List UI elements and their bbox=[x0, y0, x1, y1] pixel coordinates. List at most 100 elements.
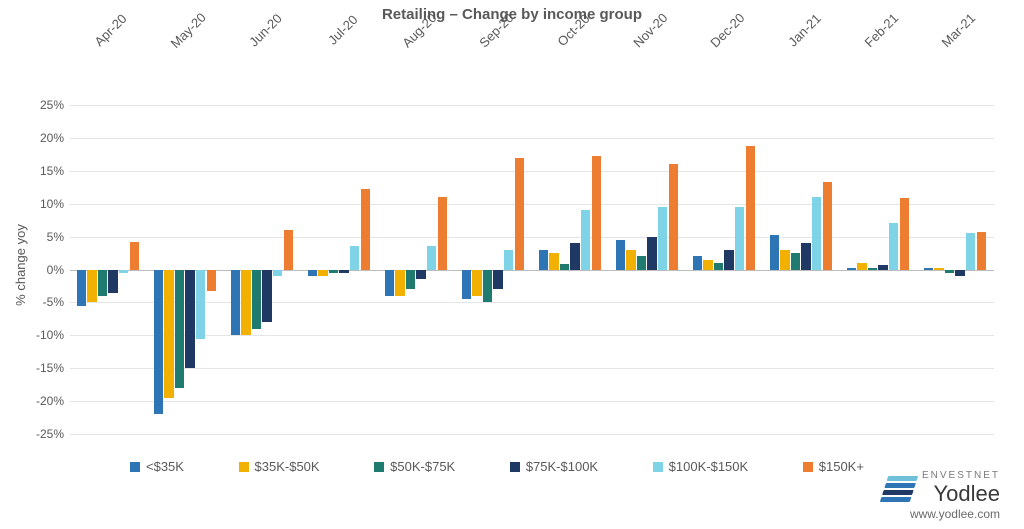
legend-swatch-icon bbox=[653, 462, 663, 472]
bar bbox=[406, 270, 415, 290]
legend-swatch-icon bbox=[239, 462, 249, 472]
logo-bar bbox=[882, 490, 914, 495]
bar bbox=[780, 250, 789, 270]
bar-group bbox=[539, 105, 602, 434]
bar bbox=[130, 242, 139, 270]
legend-label: $150K+ bbox=[819, 459, 864, 474]
bar bbox=[658, 207, 667, 270]
bar bbox=[626, 250, 635, 270]
y-tick-label: -25% bbox=[36, 427, 70, 441]
bar bbox=[592, 156, 601, 270]
bar bbox=[231, 270, 240, 336]
bar bbox=[329, 270, 338, 273]
bar bbox=[770, 235, 779, 269]
bar bbox=[98, 270, 107, 296]
bar bbox=[515, 158, 524, 270]
bar bbox=[746, 146, 755, 270]
bar bbox=[504, 250, 513, 270]
bar bbox=[857, 263, 866, 270]
bar bbox=[395, 270, 404, 296]
bar-group bbox=[231, 105, 294, 434]
plot-area: -25%-20%-15%-10%-5%0%5%10%15%20%25% bbox=[70, 105, 994, 434]
y-tick-label: 10% bbox=[40, 197, 70, 211]
bar bbox=[955, 270, 964, 277]
y-tick-label: 15% bbox=[40, 164, 70, 178]
bar bbox=[647, 237, 656, 270]
legend-item: $100K-$150K bbox=[653, 459, 749, 474]
bar-group bbox=[616, 105, 679, 434]
bar bbox=[185, 270, 194, 369]
bar bbox=[966, 233, 975, 269]
y-tick-label: 0% bbox=[47, 263, 70, 277]
logo-bar bbox=[880, 497, 912, 502]
bar bbox=[847, 268, 856, 270]
y-tick-label: 25% bbox=[40, 98, 70, 112]
bar bbox=[350, 246, 359, 269]
bar-group bbox=[308, 105, 371, 434]
chart-container: { "chart": { "type": "bar", "title": "Re… bbox=[0, 0, 1024, 529]
bar bbox=[714, 263, 723, 270]
bar bbox=[241, 270, 250, 336]
bar-group bbox=[77, 105, 140, 434]
bar bbox=[318, 270, 327, 277]
bar bbox=[549, 253, 558, 269]
bar bbox=[693, 256, 702, 269]
bar bbox=[472, 270, 481, 296]
bar bbox=[108, 270, 117, 293]
legend-item: $50K-$75K bbox=[374, 459, 455, 474]
bar bbox=[493, 270, 502, 290]
bar bbox=[570, 243, 579, 269]
legend-label: $100K-$150K bbox=[669, 459, 749, 474]
bar bbox=[812, 197, 821, 269]
bar-group bbox=[154, 105, 217, 434]
legend-swatch-icon bbox=[130, 462, 140, 472]
gridline bbox=[70, 434, 994, 435]
bar bbox=[262, 270, 271, 323]
y-tick-label: 20% bbox=[40, 131, 70, 145]
bar bbox=[462, 270, 471, 300]
legend: <$35K $35K-$50K $50K-$75K $75K-$100K $100K-$… bbox=[130, 459, 864, 474]
bar bbox=[154, 270, 163, 415]
bar bbox=[175, 270, 184, 388]
legend-label: $35K-$50K bbox=[255, 459, 320, 474]
bar bbox=[669, 164, 678, 269]
bar-group bbox=[847, 105, 910, 434]
bar bbox=[427, 246, 436, 269]
bar-group bbox=[385, 105, 448, 434]
bar bbox=[385, 270, 394, 296]
bar bbox=[703, 260, 712, 270]
legend-swatch-icon bbox=[374, 462, 384, 472]
bar bbox=[284, 230, 293, 269]
bar bbox=[361, 189, 370, 269]
y-tick-label: -20% bbox=[36, 394, 70, 408]
bar bbox=[637, 256, 646, 269]
bar bbox=[977, 232, 986, 270]
bar bbox=[273, 270, 282, 277]
bar bbox=[889, 223, 898, 269]
bar-group bbox=[770, 105, 833, 434]
legend-swatch-icon bbox=[510, 462, 520, 472]
bar bbox=[616, 240, 625, 270]
bar bbox=[560, 264, 569, 269]
bar-group bbox=[462, 105, 525, 434]
legend-label: $75K-$100K bbox=[526, 459, 598, 474]
bar bbox=[119, 270, 128, 273]
bar bbox=[724, 250, 733, 270]
legend-item: $150K+ bbox=[803, 459, 864, 474]
bar bbox=[308, 270, 317, 277]
legend-swatch-icon bbox=[803, 462, 813, 472]
brand-block: ENVESTNET Yodlee www.yodlee.com bbox=[884, 470, 1000, 521]
bar bbox=[339, 270, 348, 273]
x-axis-labels: Apr-20May-20Jun-20Jul-20Aug-20Sep-20Oct-… bbox=[70, 22, 994, 102]
y-tick-label: -5% bbox=[43, 295, 70, 309]
bar bbox=[823, 182, 832, 270]
bar bbox=[196, 270, 205, 339]
logo-bar bbox=[887, 476, 919, 481]
bar bbox=[581, 210, 590, 269]
brand-super: ENVESTNET bbox=[922, 470, 1000, 481]
bar bbox=[539, 250, 548, 270]
legend-label: $50K-$75K bbox=[390, 459, 455, 474]
legend-label: <$35K bbox=[146, 459, 184, 474]
legend-item: $35K-$50K bbox=[239, 459, 320, 474]
brand-url: www.yodlee.com bbox=[884, 507, 1000, 521]
